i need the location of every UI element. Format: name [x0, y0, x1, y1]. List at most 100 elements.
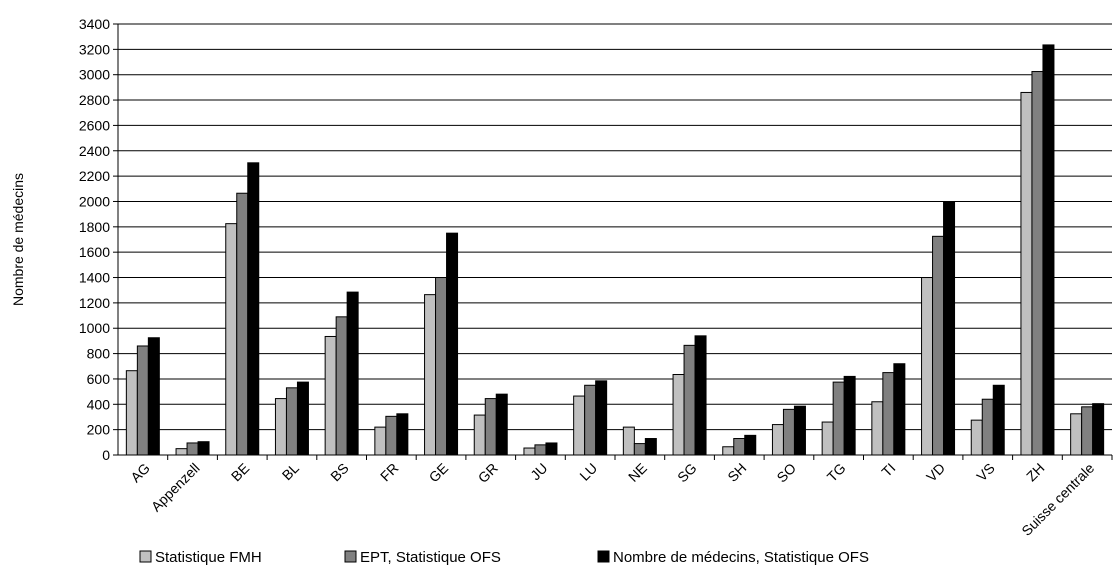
bar-2 — [385, 415, 398, 456]
x-tick-label: GR — [475, 460, 501, 486]
x-tick-label: SG — [674, 460, 700, 486]
bar-2 — [335, 316, 348, 456]
bar-1 — [871, 401, 884, 456]
bar-2 — [633, 443, 646, 456]
bar-2 — [882, 372, 895, 456]
bar-2 — [782, 408, 795, 456]
bar-1 — [672, 374, 685, 456]
x-tick-label: TI — [878, 460, 898, 480]
bar-2 — [981, 398, 994, 456]
bar-1 — [175, 448, 188, 456]
bar-1 — [821, 421, 834, 456]
x-tick-label: ZH — [1023, 460, 1048, 485]
bar-3 — [744, 434, 757, 456]
bar-1 — [1070, 413, 1083, 456]
bar-2 — [932, 235, 945, 456]
y-tick-label: 2800 — [79, 92, 110, 108]
bar-1 — [523, 447, 536, 456]
bar-1 — [274, 398, 287, 456]
x-tick-label: BS — [327, 460, 352, 485]
bar-1 — [424, 294, 437, 456]
y-tick-label: 2400 — [79, 143, 110, 159]
x-tick-label: JU — [527, 460, 550, 483]
y-tick-label: 1400 — [79, 270, 110, 286]
y-tick-label: 3400 — [79, 16, 110, 32]
y-tick-label: 0 — [102, 447, 110, 463]
y-tick-label: 2200 — [79, 168, 110, 184]
bar-3 — [793, 405, 806, 456]
legend-swatch — [597, 550, 610, 563]
bar-2 — [584, 384, 597, 456]
x-tick-label: LU — [576, 460, 600, 484]
bar-1 — [771, 424, 784, 456]
x-tick-label: FR — [377, 460, 402, 485]
y-tick-label: 2600 — [79, 117, 110, 133]
y-axis-title: Nombre de médecins — [10, 173, 26, 306]
legend: Statistique FMH EPT, Statistique OFS Nombr… — [139, 549, 869, 566]
x-tick-label: VD — [923, 460, 948, 485]
bar-2 — [186, 442, 199, 456]
y-axis-ticks: 0 200 400 600 800 1000 1200 1400 1600 1800 2000 220… — [79, 16, 118, 463]
x-tick-label: GE — [426, 460, 452, 486]
bar-1 — [473, 414, 486, 456]
bar-2 — [285, 387, 298, 456]
bar-1 — [324, 335, 337, 456]
bar-2 — [534, 444, 547, 456]
bar-2 — [136, 345, 149, 456]
bar-1 — [374, 426, 387, 456]
y-tick-label: 3000 — [79, 67, 110, 83]
bar-3 — [446, 232, 459, 456]
bar-3 — [545, 442, 558, 456]
bars — [125, 44, 1105, 456]
bar-2 — [236, 192, 249, 456]
legend-swatch — [139, 550, 152, 563]
bar-3 — [1042, 44, 1055, 456]
bar-3 — [495, 393, 508, 456]
bar-2 — [832, 381, 845, 456]
x-tick-label: Appenzell — [148, 460, 203, 515]
x-tick-label: AG — [127, 460, 153, 486]
x-tick-label: NE — [625, 460, 650, 485]
bar-2 — [683, 344, 696, 456]
bar-3 — [992, 384, 1005, 456]
y-tick-label: 2000 — [79, 193, 110, 209]
x-tick-label: BL — [279, 460, 303, 484]
x-tick-label: SH — [724, 460, 749, 485]
bar-3 — [843, 375, 856, 456]
bar-2 — [1031, 71, 1044, 456]
bar-3 — [1092, 403, 1105, 456]
bar-2 — [435, 277, 448, 456]
bar-1 — [970, 419, 983, 456]
bar-3 — [147, 337, 160, 456]
bar-2 — [484, 398, 497, 456]
legend-swatch — [344, 550, 357, 563]
bar-1 — [225, 223, 238, 456]
bar-3 — [346, 291, 359, 456]
bar-2 — [1081, 406, 1094, 456]
x-tick-label: SO — [773, 460, 799, 486]
bar-3 — [943, 201, 956, 456]
bar-1 — [622, 426, 635, 456]
bar-1 — [722, 446, 735, 456]
bar-3 — [296, 381, 309, 456]
bar-3 — [644, 438, 657, 456]
y-tick-label: 1800 — [79, 219, 110, 235]
x-tick-label: VS — [973, 460, 998, 485]
gridlines — [118, 23, 1112, 431]
bar-1 — [125, 370, 138, 456]
y-tick-label: 1200 — [79, 295, 110, 311]
bar-3 — [595, 380, 608, 456]
y-tick-label: 400 — [87, 396, 111, 412]
legend-label: Nombre de médecins, Statistique OFS — [613, 549, 869, 566]
bar-3 — [893, 363, 906, 456]
y-tick-label: 1600 — [79, 244, 110, 260]
y-tick-label: 200 — [87, 422, 111, 438]
bar-2 — [733, 438, 746, 456]
bar-3 — [694, 335, 707, 456]
y-tick-label: 800 — [87, 346, 111, 362]
bar-1 — [921, 277, 934, 456]
bar-3 — [197, 441, 210, 456]
x-tick-label: TG — [824, 460, 849, 485]
